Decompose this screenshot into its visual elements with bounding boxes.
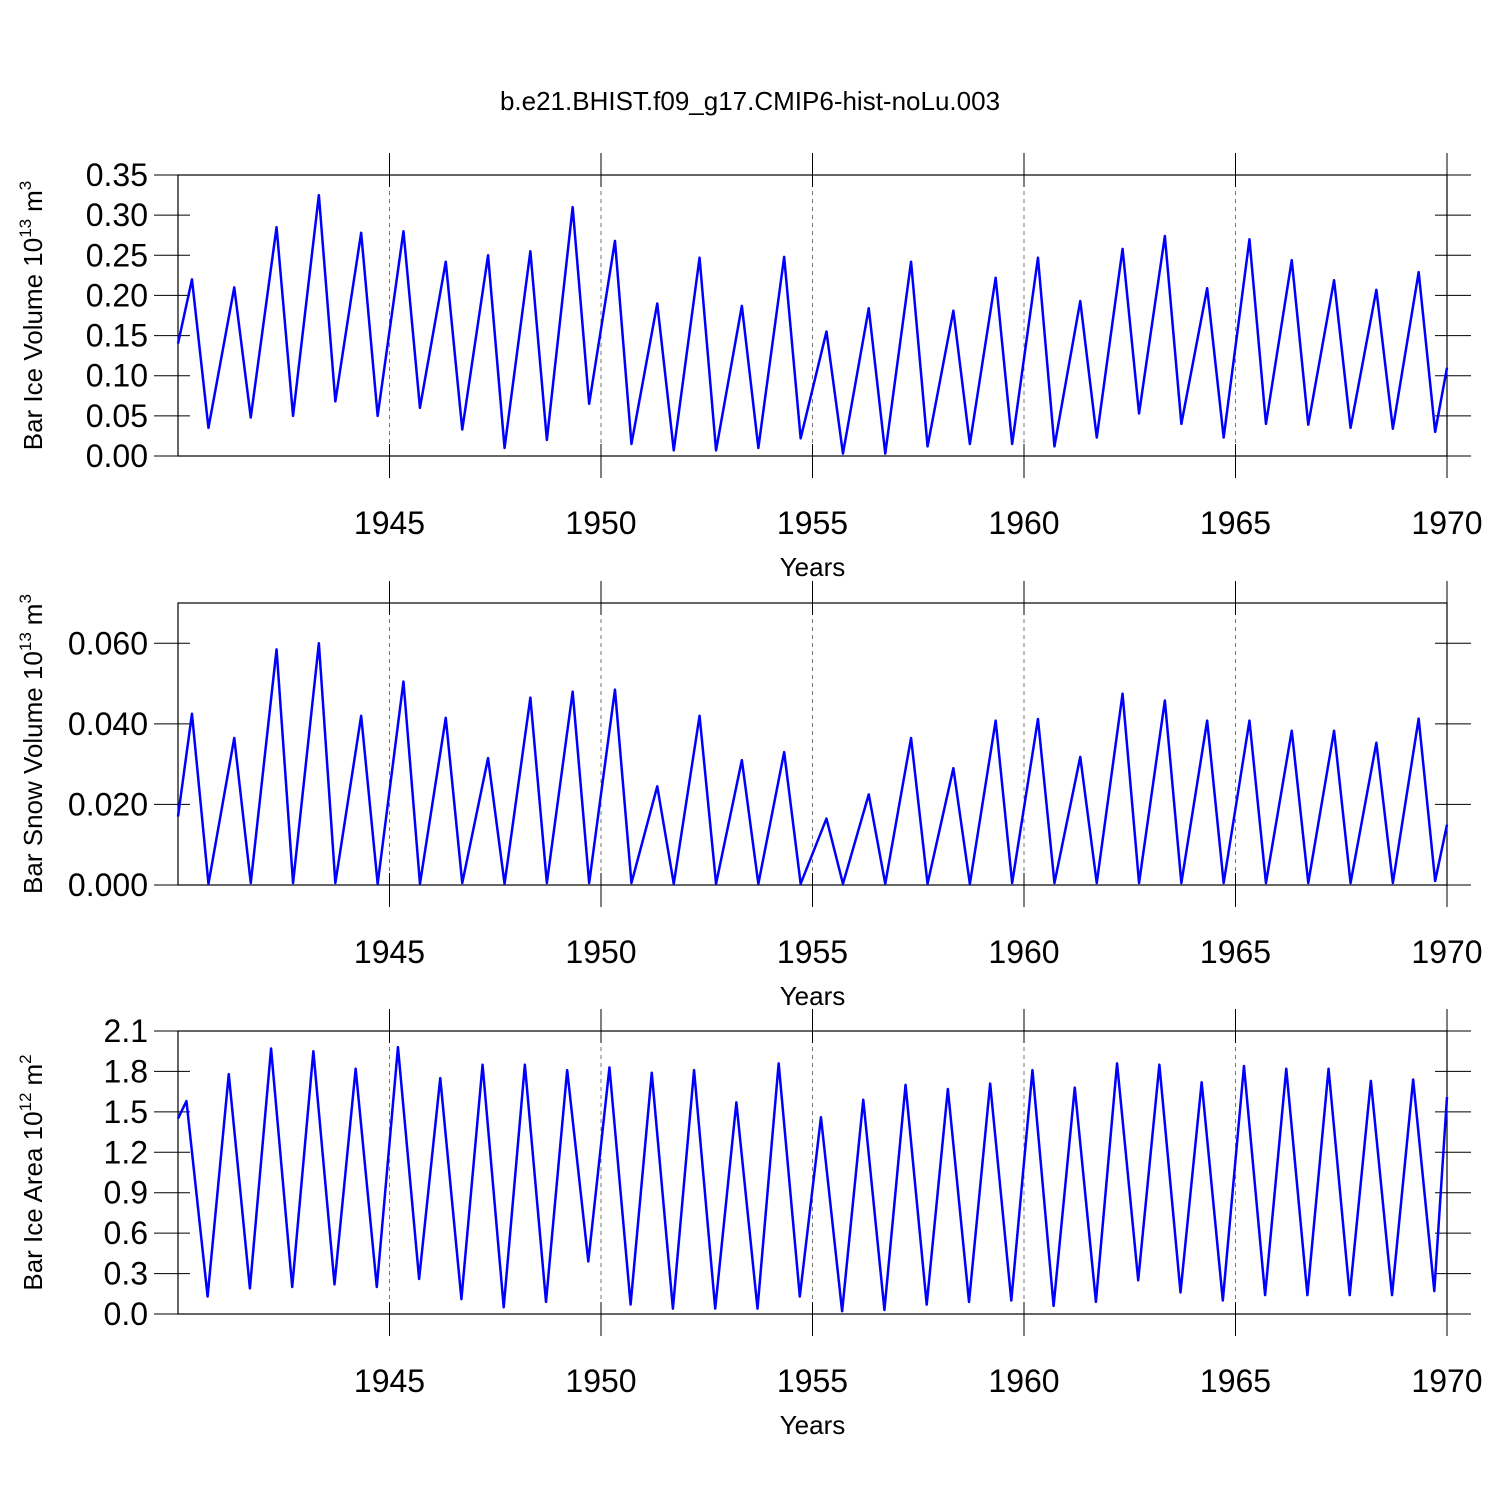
y-axis-label-exponent: 13 <box>16 219 35 238</box>
y-tick-label: 1.2 <box>104 1134 148 1170</box>
y-tick-label: 0.040 <box>68 706 148 742</box>
y-tick-label: 0.6 <box>104 1215 148 1251</box>
x-tick-label: 1945 <box>354 934 425 970</box>
y-axis-label: Bar Ice Volume 1013 m3 <box>16 181 48 451</box>
plot-frame <box>177 174 1448 457</box>
x-tick-label: 1965 <box>1200 505 1271 541</box>
data-line <box>176 193 1449 455</box>
y-axis-label-exponent: 3 <box>16 594 35 603</box>
x-tick-label: 1950 <box>565 505 636 541</box>
y-axis-label-part: Bar Snow Volume 10 <box>18 651 48 894</box>
x-tick-label: 1970 <box>1411 934 1482 970</box>
y-axis-label-part: m <box>18 1064 48 1086</box>
x-tick-label: 1945 <box>354 505 425 541</box>
plot-frame <box>177 602 1448 886</box>
y-tick-label: 0.30 <box>86 197 148 233</box>
x-axis-label: Years <box>780 1410 846 1440</box>
y-tick-label: 2.1 <box>104 1013 148 1049</box>
y-tick-label: 0.20 <box>86 277 148 313</box>
figure-title: b.e21.BHIST.f09_g17.CMIP6-hist-noLu.003 <box>500 86 1000 116</box>
y-tick-label: 0.000 <box>68 867 148 903</box>
y-tick-label: 1.8 <box>104 1053 148 1089</box>
y-axis-label-part: Bar Ice Volume 10 <box>18 238 48 450</box>
x-axis-label: Years <box>780 981 846 1011</box>
x-tick-label: 1970 <box>1411 505 1482 541</box>
x-tick-label: 1945 <box>354 1363 425 1399</box>
x-tick-label: 1960 <box>988 505 1059 541</box>
y-axis-label-exponent: 12 <box>16 1092 35 1111</box>
y-axis-label-part: m <box>18 190 48 212</box>
data-line <box>176 1045 1449 1313</box>
x-tick-label: 1970 <box>1411 1363 1482 1399</box>
y-tick-label: 0.00 <box>86 438 148 474</box>
y-tick-label: 0.060 <box>68 625 148 661</box>
plot-frame <box>177 1030 1448 1315</box>
y-axis-label: Bar Ice Area 1012 m2 <box>16 1054 48 1290</box>
y-tick-label: 0.15 <box>86 318 148 354</box>
y-tick-label: 1.5 <box>104 1094 148 1130</box>
y-tick-label: 0.35 <box>86 157 148 193</box>
y-axis-label: Bar Snow Volume 1013 m3 <box>16 594 48 894</box>
x-tick-label: 1955 <box>777 934 848 970</box>
x-tick-label: 1955 <box>777 505 848 541</box>
y-tick-label: 0.9 <box>104 1175 148 1211</box>
x-tick-label: 1965 <box>1200 1363 1271 1399</box>
x-tick-label: 1950 <box>565 934 636 970</box>
y-tick-label: 0.020 <box>68 786 148 822</box>
y-axis-label-part: m <box>18 604 48 626</box>
y-axis-label-part: Bar Ice Area 10 <box>18 1111 48 1290</box>
x-tick-label: 1965 <box>1200 934 1271 970</box>
y-tick-label: 0.05 <box>86 398 148 434</box>
y-tick-label: 0.0 <box>104 1296 148 1332</box>
x-tick-label: 1950 <box>565 1363 636 1399</box>
y-tick-label: 0.3 <box>104 1256 148 1292</box>
y-axis-label-exponent: 2 <box>16 1054 35 1063</box>
y-axis-label-exponent: 13 <box>16 632 35 651</box>
x-axis-label: Years <box>780 552 846 582</box>
y-tick-label: 0.10 <box>86 358 148 394</box>
y-tick-label: 0.25 <box>86 237 148 273</box>
data-line <box>176 642 1449 886</box>
x-tick-label: 1960 <box>988 934 1059 970</box>
x-tick-label: 1960 <box>988 1363 1059 1399</box>
x-tick-label: 1955 <box>777 1363 848 1399</box>
y-axis-label-exponent: 3 <box>16 181 35 190</box>
